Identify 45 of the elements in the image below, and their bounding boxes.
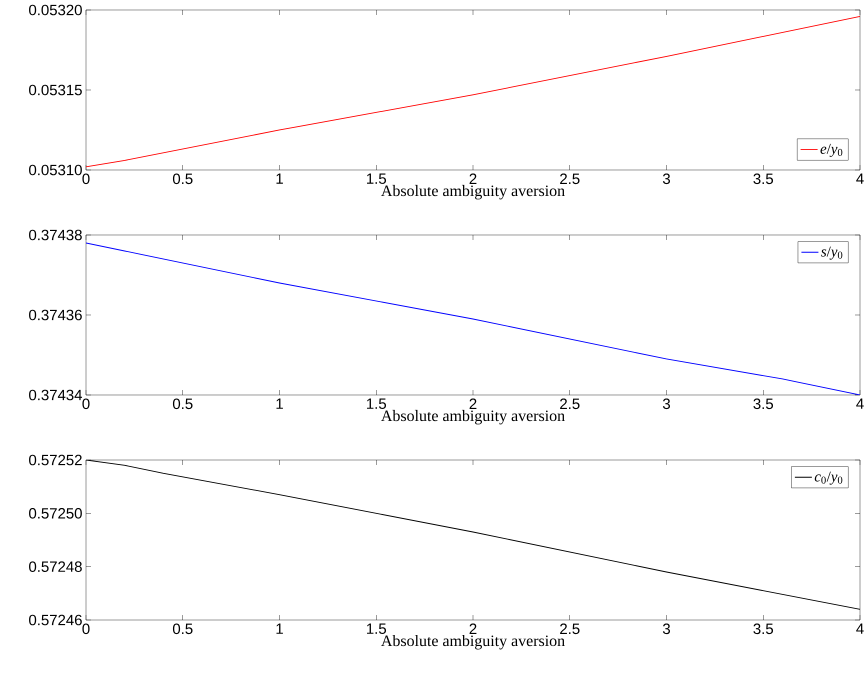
x-tick-label: 1 — [276, 398, 283, 409]
y-tick-label: 0.37434 — [29, 390, 82, 400]
x-tick-label: 3.5 — [753, 398, 774, 410]
x-tick-label: 1 — [276, 624, 283, 634]
x-tick-label: 2 — [470, 624, 476, 634]
x-tick-label: 3 — [662, 398, 670, 410]
y-tick-label: 0.37438 — [29, 230, 82, 240]
y-tick-label: 0.57246 — [29, 614, 82, 626]
x-tick-label: 0 — [82, 174, 90, 184]
x-tick-label: 0 — [82, 624, 90, 634]
x-axis-title: Absolute ambiguity aversion — [381, 184, 565, 200]
x-tick-label: 1.5 — [367, 624, 386, 634]
x-tick-label: 4 — [856, 398, 864, 409]
line-series — [86, 16, 860, 168]
line-series — [86, 242, 860, 395]
x-tick-label: 4 — [856, 624, 864, 634]
x-tick-label: 2 — [470, 398, 476, 409]
y-tick-label: 0.57252 — [29, 454, 82, 466]
x-axis-title: Absolute ambiguity aversion — [381, 634, 565, 650]
x-tick-label: 1.5 — [367, 398, 386, 409]
x-tick-label: 3.5 — [753, 174, 774, 184]
x-tick-label: 4 — [856, 174, 864, 184]
x-tick-label: 3 — [662, 624, 670, 634]
x-axis-title: Absolute ambiguity aversion — [381, 410, 565, 424]
y-tick-label: 0.37436 — [29, 310, 82, 320]
x-tick-label: 1.5 — [367, 174, 386, 184]
x-tick-label: 2.5 — [560, 174, 580, 184]
legend-label: e/y$_{0}$ — [820, 144, 842, 157]
x-tick-label: 2.5 — [560, 398, 580, 410]
x-tick-label: 2 — [470, 174, 476, 184]
x-tick-label: 0 — [82, 398, 90, 410]
legend-label: c$_{0}$/y$_{0}$ — [814, 472, 842, 485]
y-tick-label: 0.05310 — [29, 164, 82, 176]
x-tick-label: 3.5 — [753, 624, 774, 634]
y-tick-label: 0.57248 — [29, 561, 82, 572]
legend-label: s/y$_{0}$ — [821, 246, 842, 260]
x-tick-label: 1 — [276, 174, 283, 184]
x-tick-label: 3 — [662, 174, 670, 184]
y-tick-label: 0.05315 — [29, 84, 82, 96]
x-tick-label: 0.5 — [172, 624, 193, 634]
x-tick-label: 0.5 — [172, 398, 193, 410]
y-tick-label: 0.57250 — [29, 508, 82, 519]
x-tick-label: 2.5 — [560, 624, 580, 634]
y-tick-label: 0.05320 — [29, 4, 82, 16]
x-tick-label: 0.5 — [172, 174, 193, 184]
